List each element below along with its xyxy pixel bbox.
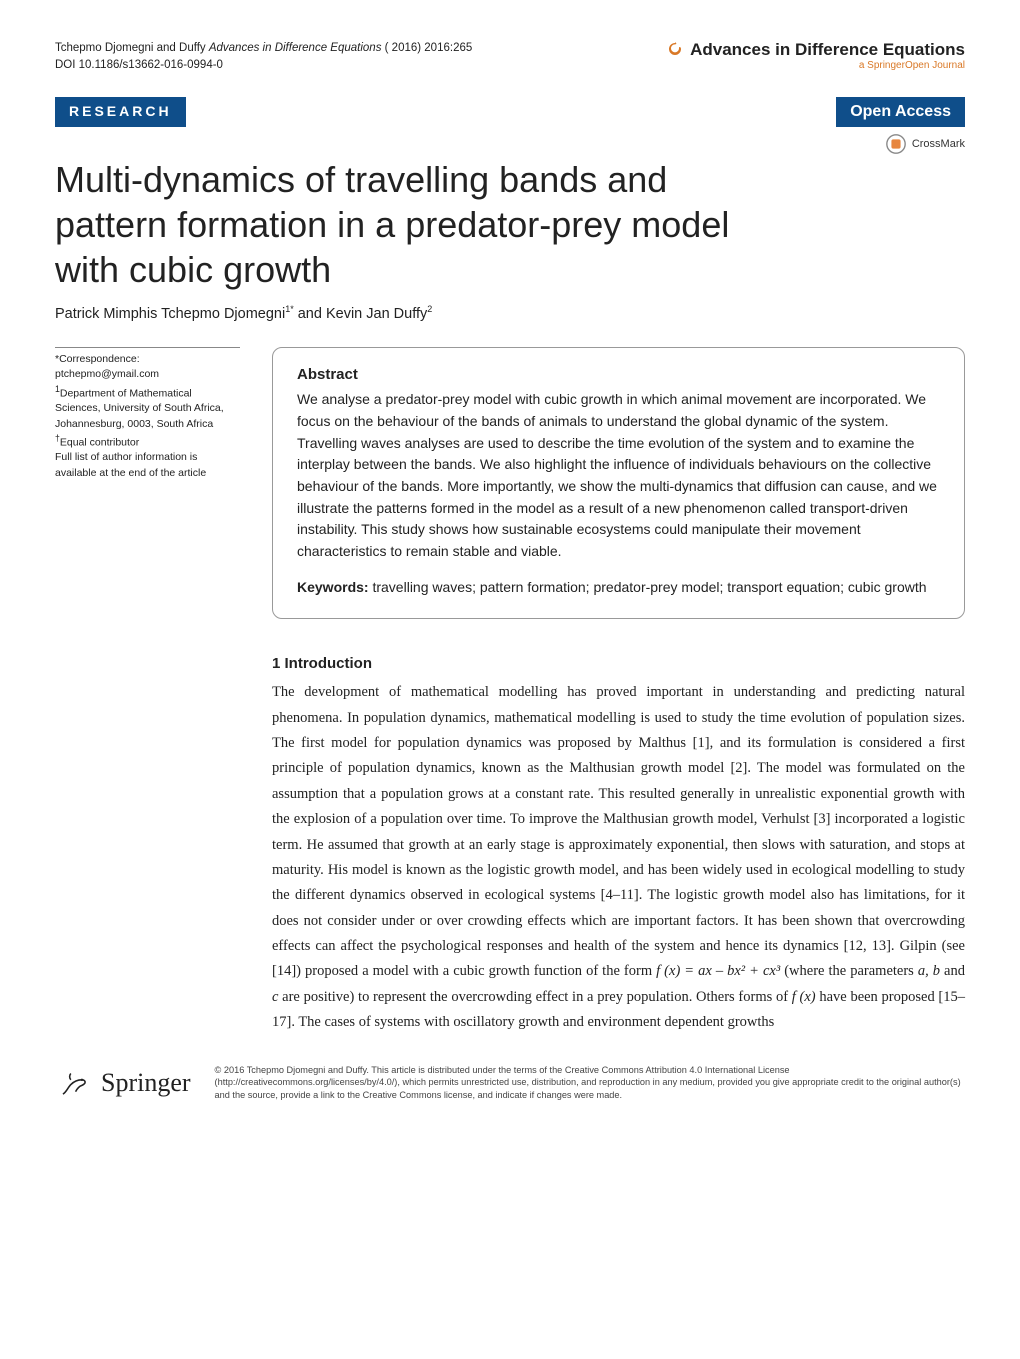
copyright-text: © 2016 Tchepmo Djomegni and Duffy. This … [215, 1064, 965, 1101]
brand-swirl-icon [667, 41, 683, 57]
running-journal: Advances in Difference Equations [209, 42, 382, 54]
keywords-text: travelling waves; pattern formation; pre… [369, 579, 927, 595]
article-title: Multi-dynamics of travelling bands and p… [55, 157, 775, 292]
body-formula: f (x) = ax – bx² + cx³ [656, 963, 780, 979]
keywords-label: Keywords: [297, 579, 369, 595]
badge-row: RESEARCH Open Access [55, 97, 965, 127]
brand-name-text: Advances in Difference Equations [690, 40, 965, 59]
body-params: a, b [918, 963, 940, 979]
affiliation-1: 1Department of Mathematical Sciences, Un… [55, 383, 240, 432]
abstract-box: Abstract We analyse a predator-prey mode… [272, 347, 965, 619]
author-1: Patrick Mimphis Tchepmo Djomegni [55, 306, 285, 322]
section-1-body: The development of mathematical modellin… [272, 680, 965, 1035]
page-footer: Springer © 2016 Tchepmo Djomegni and Duf… [55, 1064, 965, 1102]
author-and: and Kevin Jan Duffy [294, 306, 428, 322]
body-pre: The development of mathematical modellin… [272, 684, 965, 979]
journal-brand: Advances in Difference Equations a Sprin… [667, 40, 965, 71]
springer-logo: Springer [55, 1064, 191, 1102]
body-mid: (where the parameters [780, 963, 918, 979]
running-header: Tchepmo Djomegni and Duffy Advances in D… [55, 40, 965, 73]
correspondence-sidebar: *Correspondence: ptchepmo@ymail.com 1Dep… [55, 347, 240, 481]
crossmark-label: CrossMark [912, 138, 965, 150]
doi-line: DOI 10.1186/s13662-016-0994-0 [55, 57, 472, 74]
crossmark-badge[interactable]: CrossMark [885, 133, 965, 155]
corr-email: ptchepmo@ymail.com [55, 367, 240, 382]
running-issue: ( 2016) 2016:265 [385, 42, 473, 54]
author-2-sup: 2 [427, 304, 432, 314]
full-list-note: Full list of author information is avail… [55, 450, 240, 480]
equal-contributor: †Equal contributor [55, 432, 240, 451]
brand-subtitle: a SpringerOpen Journal [667, 60, 965, 71]
content-columns: *Correspondence: ptchepmo@ymail.com 1Dep… [55, 347, 965, 1035]
title-block: Multi-dynamics of travelling bands and p… [55, 157, 965, 322]
corr-label: *Correspondence: [55, 352, 240, 367]
main-column: Abstract We analyse a predator-prey mode… [272, 347, 965, 1035]
springer-text: Springer [101, 1068, 191, 1098]
springer-horse-icon [55, 1064, 93, 1102]
running-title-block: Tchepmo Djomegni and Duffy Advances in D… [55, 40, 472, 73]
abstract-heading: Abstract [297, 366, 940, 383]
author-line: Patrick Mimphis Tchepmo Djomegni1* and K… [55, 304, 965, 322]
body-post: are positive) to represent the overcrowd… [278, 989, 791, 1005]
abstract-text: We analyse a predator-prey model with cu… [297, 389, 940, 563]
crossmark-icon [885, 133, 907, 155]
running-authors: Tchepmo Djomegni and Duffy [55, 42, 209, 54]
equal-text: Equal contributor [60, 436, 139, 448]
author-1-sup: 1* [285, 304, 294, 314]
aff-1-text: Department of Mathematical Sciences, Uni… [55, 387, 224, 429]
open-access-badge: Open Access [836, 97, 965, 127]
body-mid2: and [940, 963, 965, 979]
research-badge: RESEARCH [55, 97, 186, 127]
body-fx: f (x) [792, 989, 816, 1005]
keywords-line: Keywords: travelling waves; pattern form… [297, 577, 940, 599]
crossmark-row: CrossMark [55, 133, 965, 155]
section-1-heading: 1 Introduction [272, 655, 965, 672]
